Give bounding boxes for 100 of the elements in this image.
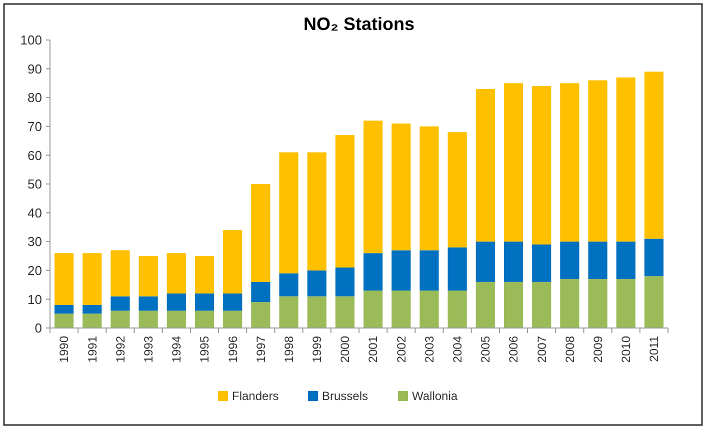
x-tick-label: 2001 (366, 336, 380, 363)
bar (588, 242, 608, 280)
bar (307, 152, 326, 270)
bar (420, 126, 439, 250)
x-tick-label: 1991 (85, 336, 100, 363)
bar (616, 77, 636, 242)
y-tick-label: 50 (28, 176, 42, 192)
bar (504, 242, 524, 282)
bar (560, 279, 580, 328)
y-tick-label: 60 (28, 148, 42, 163)
bar (166, 253, 186, 294)
bar (279, 273, 298, 296)
bar (194, 293, 214, 311)
bar (82, 314, 102, 328)
bar (110, 296, 130, 311)
y-tick-label: 0 (34, 320, 42, 336)
bar (392, 290, 411, 328)
bar (82, 253, 102, 305)
bar (110, 310, 130, 328)
x-tick-label: 2011 (647, 336, 662, 362)
bar (82, 304, 102, 314)
bar (363, 120, 383, 254)
bar (616, 279, 636, 328)
bar (54, 253, 74, 305)
bar (560, 242, 580, 280)
bar (560, 83, 580, 242)
x-tick-label: 1998 (282, 336, 296, 363)
bar (532, 244, 552, 282)
legend-label: Wallonia (412, 389, 458, 404)
y-tick-label: 30 (28, 234, 42, 250)
x-tick-label: 1992 (113, 336, 128, 363)
bar (644, 72, 664, 239)
bar (54, 314, 74, 328)
bar (335, 296, 355, 328)
y-tick-label: 10 (28, 292, 42, 307)
bar (532, 282, 552, 328)
bar (166, 310, 186, 328)
bar (420, 250, 439, 291)
chart-title: NO₂ Stations (303, 14, 415, 34)
bar (644, 276, 664, 328)
bar (223, 293, 242, 311)
bar (504, 83, 524, 242)
y-tick-label: 70 (28, 118, 42, 134)
bar (420, 290, 439, 328)
x-tick-label: 1995 (198, 336, 212, 363)
bar (476, 282, 495, 328)
bar (644, 238, 664, 276)
bar (448, 290, 467, 328)
bar (251, 302, 270, 328)
x-tick-label: 2000 (338, 336, 352, 363)
x-tick-label: 1993 (142, 336, 156, 363)
bar (392, 250, 411, 291)
bar (448, 132, 467, 248)
bar (616, 242, 636, 280)
x-tick-label: 2007 (534, 336, 549, 363)
bar (138, 256, 158, 296)
bar (251, 184, 270, 282)
bar (363, 253, 383, 291)
x-tick-label: 2002 (394, 336, 408, 363)
bar (307, 270, 326, 296)
y-tick-label: 20 (28, 262, 42, 278)
legend-label: Flanders (232, 389, 279, 404)
bar (588, 279, 608, 328)
bar (138, 296, 158, 311)
bar (223, 310, 242, 328)
bar (588, 80, 608, 242)
bar (307, 296, 326, 328)
y-tick-label: 90 (28, 61, 42, 76)
bar (363, 290, 383, 328)
x-tick-label: 2010 (619, 336, 634, 363)
bar (476, 88, 495, 242)
y-tick-label: 100 (20, 32, 42, 48)
bar (223, 230, 242, 294)
x-tick-label: 1999 (310, 336, 324, 363)
x-tick-label: 1997 (254, 336, 268, 363)
bar (251, 282, 270, 302)
bar (392, 124, 411, 250)
x-tick-label: 1990 (57, 336, 72, 363)
bar (335, 135, 355, 268)
x-tick-label: 2008 (562, 336, 577, 363)
x-tick-label: 1994 (170, 336, 184, 363)
bar (476, 242, 495, 282)
bar (532, 86, 552, 244)
x-tick-label: 2005 (478, 336, 493, 363)
x-tick-label: 1996 (226, 336, 240, 363)
bar (335, 268, 355, 296)
bar (194, 256, 214, 294)
x-tick-label: 2004 (450, 336, 465, 363)
x-tick-label: 2003 (422, 336, 436, 363)
bar (54, 304, 74, 314)
y-tick-label: 40 (28, 205, 42, 220)
bar (279, 152, 298, 274)
bar (279, 296, 298, 328)
bar (138, 310, 158, 328)
bar (448, 247, 467, 291)
y-tick-label: 80 (28, 90, 42, 106)
bar (504, 282, 524, 328)
x-tick-label: 2009 (590, 336, 605, 363)
bar (166, 293, 186, 311)
bar (194, 310, 214, 328)
